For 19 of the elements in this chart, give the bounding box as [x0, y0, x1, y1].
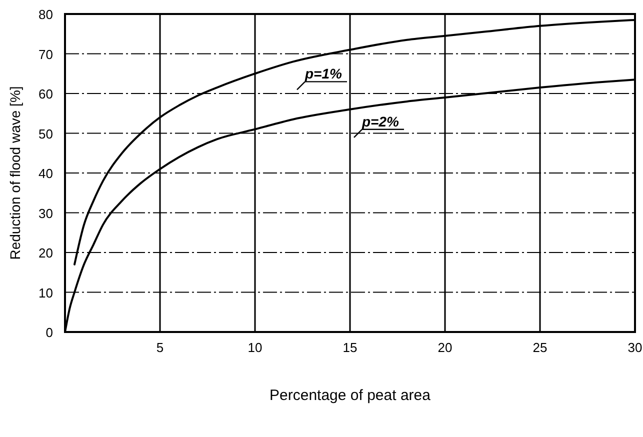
y-tick-label: 80 — [38, 7, 53, 22]
y-tick-label: 20 — [38, 246, 53, 260]
x-tick-label: 15 — [342, 340, 358, 355]
x-tick-label: 30 — [628, 340, 642, 355]
series-label: p=2% — [361, 113, 400, 130]
x-tick-label: 20 — [438, 340, 452, 355]
x-tick-label: 10 — [248, 340, 262, 355]
y-tick-label: 50 — [38, 126, 53, 142]
x-axis-title: Percentage of peat area — [270, 387, 432, 404]
y-tick-label: 0 — [46, 325, 53, 340]
y-tick-label: 70 — [38, 46, 53, 62]
x-tick-label: 5 — [156, 340, 164, 355]
y-axis-title: Reduction of flood wave [%] — [7, 86, 23, 260]
y-tick-label: 60 — [38, 86, 53, 102]
y-tick-label: 10 — [38, 285, 53, 300]
y-tick-label: 30 — [38, 206, 53, 221]
x-tick-label: 25 — [532, 340, 548, 355]
y-tick-label: 40 — [38, 166, 53, 181]
series-label: p=1% — [304, 66, 343, 82]
